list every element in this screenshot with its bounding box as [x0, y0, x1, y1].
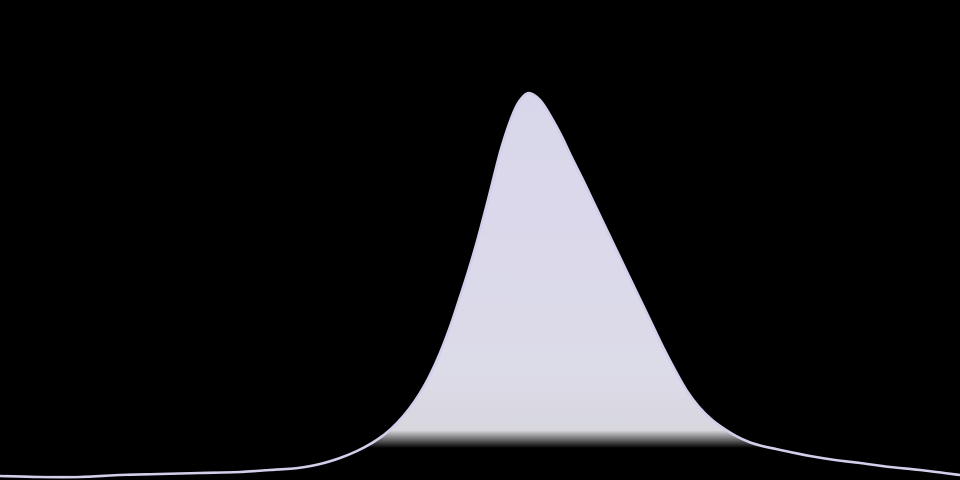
- density-curve-line: [0, 91, 960, 479]
- density-area-fill: [0, 92, 960, 478]
